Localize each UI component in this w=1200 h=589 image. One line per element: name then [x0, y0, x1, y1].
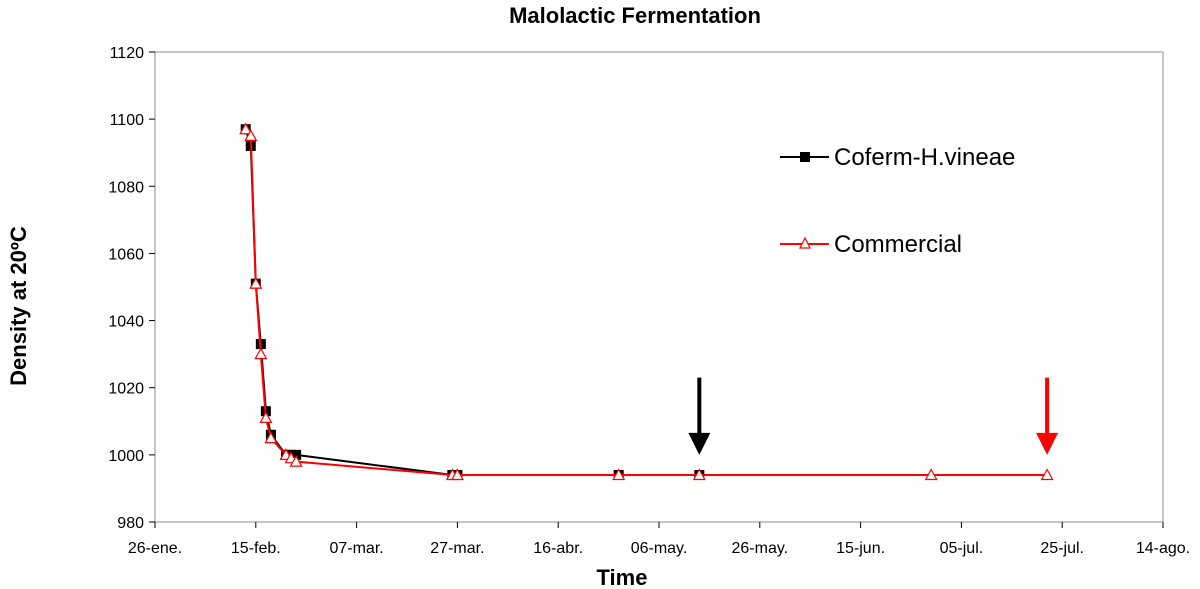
legend-marker-commercial — [799, 236, 811, 249]
legend-item-coferm: Coferm-H.vineae — [780, 144, 1015, 171]
data-point-commercial — [289, 454, 303, 467]
x-tick-label: 05-jul. — [940, 540, 984, 557]
data-point-commercial — [244, 129, 258, 141]
y-tick-label: 1000 — [108, 448, 144, 465]
legend: Coferm-H.vineae Commercial — [780, 144, 1015, 258]
x-tick-label: 26-may. — [731, 540, 788, 557]
data-point-commercial — [450, 468, 464, 481]
y-tick-label: 1060 — [108, 246, 144, 263]
data-point-commercial — [1040, 468, 1054, 481]
legend-marker-coferm — [800, 152, 810, 162]
y-axis-title: Density at 20ºC — [6, 226, 31, 386]
y-tick-label: 1120 — [110, 45, 145, 62]
plot-area: 980 1000 1020 1040 1060 1080 1100 1120 26-ene. 15… — [108, 45, 1190, 557]
series-line-commercial — [244, 128, 1048, 476]
x-tick-label: 07-mar. — [329, 540, 383, 557]
x-tick-label: 06-may. — [631, 540, 688, 557]
x-tick-label: 26-ene. — [128, 540, 182, 557]
legend-label-coferm: Coferm-H.vineae — [834, 144, 1015, 171]
chart-title: Malolactic Fermentation — [509, 3, 761, 28]
x-tick-label: 15-jun. — [836, 540, 885, 557]
plot-frame — [154, 51, 1164, 523]
data-point-commercial — [249, 276, 263, 289]
annotation-arrow-head — [688, 432, 711, 455]
data-point-commercial — [692, 468, 706, 481]
y-tick-label: 1020 — [108, 381, 144, 398]
series-line-coferm — [244, 128, 700, 476]
x-tick-label: 27-mar. — [430, 540, 484, 557]
data-point-coferm — [291, 449, 302, 460]
data-point-commercial — [254, 347, 268, 360]
annotation-arrow-head — [1036, 432, 1059, 455]
x-tick-label: 25-jul. — [1040, 540, 1084, 557]
x-tick-label: 15-feb. — [231, 540, 281, 557]
y-tick-label: 980 — [117, 515, 144, 532]
x-tick-label: 14-ago. — [1136, 540, 1190, 557]
legend-item-commercial: Commercial — [780, 231, 962, 258]
x-axis-title: Time — [597, 565, 648, 589]
x-tick-label: 16-abr. — [533, 540, 583, 557]
y-tick-label: 1040 — [108, 314, 144, 331]
y-tick-label: 1080 — [108, 179, 144, 196]
data-point-commercial — [264, 431, 278, 444]
y-tick-label: 1100 — [110, 112, 145, 129]
legend-label-commercial: Commercial — [834, 231, 962, 258]
data-point-commercial — [924, 468, 938, 481]
data-point-commercial — [239, 122, 253, 135]
data-point-commercial — [612, 468, 626, 481]
data-point-commercial — [259, 411, 273, 423]
